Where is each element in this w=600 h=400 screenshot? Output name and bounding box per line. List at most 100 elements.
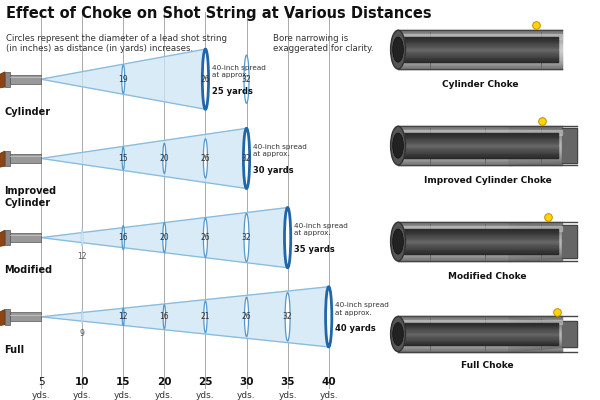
- Circle shape: [244, 128, 250, 188]
- Text: 20: 20: [160, 233, 169, 242]
- Text: Cylinder Choke: Cylinder Choke: [442, 80, 518, 88]
- Circle shape: [244, 214, 249, 262]
- Text: 35: 35: [280, 376, 295, 386]
- Text: 32: 32: [283, 312, 292, 321]
- Circle shape: [163, 305, 166, 329]
- Circle shape: [81, 228, 83, 247]
- Polygon shape: [562, 128, 577, 164]
- Polygon shape: [41, 49, 206, 109]
- FancyBboxPatch shape: [5, 310, 10, 325]
- Text: Circles represent the diameter of a lead shot string
(in inches) as distance (in: Circles represent the diameter of a lead…: [6, 34, 227, 53]
- Text: 30 yards: 30 yards: [253, 166, 293, 175]
- Circle shape: [285, 293, 290, 341]
- Circle shape: [202, 49, 209, 109]
- FancyBboxPatch shape: [10, 75, 41, 84]
- Text: 21: 21: [200, 312, 210, 321]
- Text: Cylinder: Cylinder: [4, 107, 50, 117]
- Text: 26: 26: [200, 75, 210, 84]
- Text: 26: 26: [242, 312, 251, 321]
- Text: 25 yards: 25 yards: [212, 86, 253, 96]
- Text: 35 yards: 35 yards: [294, 245, 335, 254]
- Text: yds.: yds.: [32, 391, 50, 400]
- FancyBboxPatch shape: [10, 233, 41, 242]
- Text: 20: 20: [157, 376, 172, 386]
- FancyBboxPatch shape: [5, 230, 10, 246]
- Polygon shape: [41, 287, 329, 347]
- Polygon shape: [562, 321, 577, 347]
- Circle shape: [284, 208, 291, 268]
- Text: yds.: yds.: [237, 391, 256, 400]
- Text: 40-inch spread
at approx.: 40-inch spread at approx.: [294, 223, 348, 236]
- Text: 40-inch spread
at approx.: 40-inch spread at approx.: [253, 144, 307, 157]
- Text: yds.: yds.: [319, 391, 338, 400]
- Text: 32: 32: [242, 75, 251, 84]
- FancyBboxPatch shape: [5, 72, 10, 87]
- Circle shape: [122, 308, 124, 326]
- Polygon shape: [0, 72, 5, 89]
- Text: 26: 26: [200, 233, 210, 242]
- Text: 9: 9: [80, 329, 85, 338]
- Ellipse shape: [393, 133, 403, 158]
- Text: 40 yards: 40 yards: [335, 324, 376, 333]
- Polygon shape: [0, 310, 5, 326]
- Text: Modified Choke: Modified Choke: [448, 272, 527, 280]
- Text: 12: 12: [119, 312, 128, 321]
- Text: 15: 15: [118, 154, 128, 163]
- Text: 10: 10: [75, 376, 89, 386]
- Circle shape: [326, 287, 332, 347]
- Polygon shape: [0, 230, 5, 247]
- Text: 32: 32: [242, 233, 251, 242]
- Circle shape: [203, 139, 208, 178]
- Text: yds.: yds.: [196, 391, 215, 400]
- Text: Bore narrowing is
exaggerated for clarity.: Bore narrowing is exaggerated for clarit…: [273, 34, 373, 53]
- Text: 20: 20: [160, 154, 169, 163]
- Text: 16: 16: [118, 233, 128, 242]
- Polygon shape: [41, 128, 247, 188]
- Circle shape: [163, 222, 166, 253]
- Ellipse shape: [393, 322, 403, 346]
- FancyBboxPatch shape: [10, 312, 41, 321]
- Circle shape: [204, 301, 207, 333]
- Text: yds.: yds.: [114, 391, 133, 400]
- Text: 26: 26: [200, 154, 210, 163]
- Circle shape: [122, 147, 124, 170]
- Text: 16: 16: [160, 312, 169, 321]
- Text: 12: 12: [77, 252, 87, 261]
- Text: 5: 5: [38, 376, 44, 386]
- Circle shape: [82, 310, 83, 324]
- Circle shape: [203, 60, 208, 99]
- Polygon shape: [0, 151, 5, 168]
- Text: 32: 32: [242, 154, 251, 163]
- Circle shape: [122, 226, 125, 250]
- Ellipse shape: [391, 126, 406, 165]
- Ellipse shape: [391, 30, 406, 69]
- Ellipse shape: [391, 316, 406, 352]
- Circle shape: [244, 134, 249, 182]
- Text: yds.: yds.: [278, 391, 297, 400]
- Polygon shape: [562, 225, 577, 258]
- Circle shape: [203, 218, 208, 257]
- Text: 19: 19: [118, 75, 128, 84]
- Circle shape: [122, 65, 125, 94]
- Text: 30: 30: [239, 376, 254, 386]
- Circle shape: [244, 55, 249, 103]
- Text: 40-inch spread
at approx.: 40-inch spread at approx.: [212, 64, 266, 78]
- Ellipse shape: [393, 37, 403, 62]
- Ellipse shape: [393, 229, 403, 254]
- Ellipse shape: [391, 222, 406, 261]
- Circle shape: [163, 143, 166, 174]
- Text: 15: 15: [116, 376, 131, 386]
- Text: Modified: Modified: [4, 265, 52, 275]
- Text: 40-inch spread
at approx.: 40-inch spread at approx.: [335, 302, 389, 316]
- Text: Improved Cylinder Choke: Improved Cylinder Choke: [424, 176, 551, 184]
- Text: Full Choke: Full Choke: [461, 361, 514, 370]
- Text: 40: 40: [322, 376, 336, 386]
- Text: Improved
Cylinder: Improved Cylinder: [4, 186, 56, 208]
- Text: yds.: yds.: [73, 391, 91, 400]
- Circle shape: [244, 297, 248, 336]
- Text: Effect of Choke on Shot String at Various Distances: Effect of Choke on Shot String at Variou…: [6, 6, 431, 21]
- FancyBboxPatch shape: [10, 154, 41, 163]
- Text: 25: 25: [198, 376, 212, 386]
- Text: yds.: yds.: [155, 391, 173, 400]
- Text: Full: Full: [4, 344, 24, 354]
